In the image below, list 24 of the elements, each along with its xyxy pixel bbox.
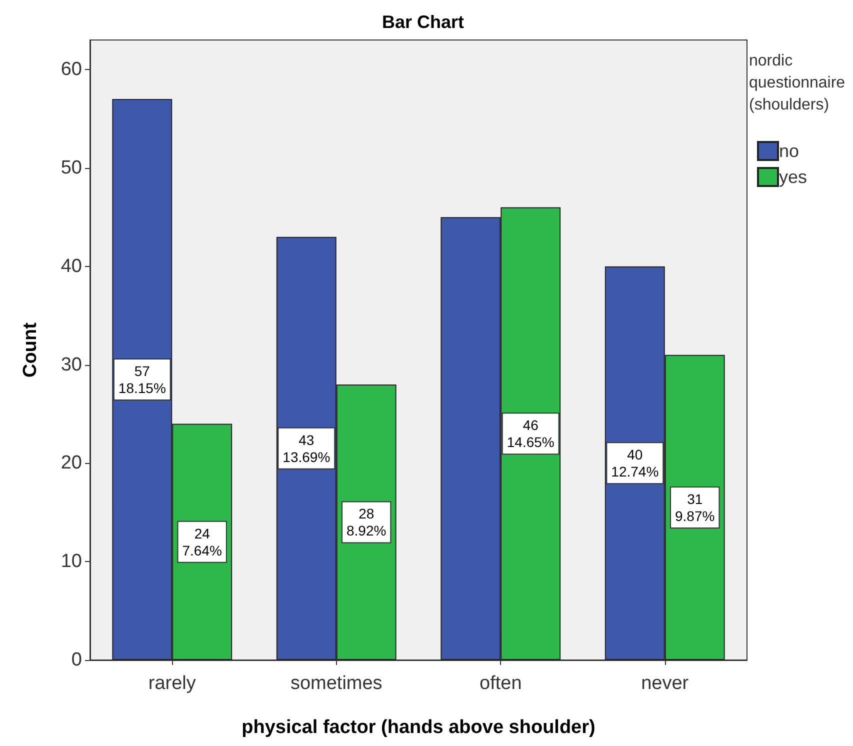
x-tick-label: rarely	[148, 673, 196, 694]
y-tick-label: 30	[60, 354, 82, 376]
data-label: 43 13.69%	[282, 432, 330, 465]
x-tick-label: never	[641, 673, 690, 694]
y-tick-label: 40	[60, 256, 82, 277]
data-label: 46 14.65%	[506, 417, 554, 450]
y-axis-title: Count	[20, 322, 41, 378]
legend-label: no	[779, 141, 800, 161]
y-tick-label: 60	[60, 59, 82, 80]
y-tick-label: 0	[71, 650, 82, 670]
x-tick-label: often	[479, 673, 522, 694]
x-axis-title: physical factor (hands above shoulder)	[242, 717, 596, 738]
x-tick-label: sometimes	[290, 673, 382, 694]
data-label: 31 9.87%	[675, 490, 715, 524]
legend-title: nordic questionnaire (shoulders)	[749, 52, 850, 114]
data-label: 40 12.74%	[611, 446, 659, 480]
y-tick-label: 10	[60, 551, 82, 572]
data-label: 57 18.15%	[118, 363, 166, 396]
y-tick-label: 20	[60, 452, 82, 474]
chart-title: Bar Chart	[382, 12, 464, 32]
data-label: 24 7.64%	[182, 525, 222, 558]
legend-label: yes	[779, 167, 808, 187]
data-label: 28 8.92%	[346, 506, 386, 539]
y-tick-label: 50	[60, 157, 82, 178]
